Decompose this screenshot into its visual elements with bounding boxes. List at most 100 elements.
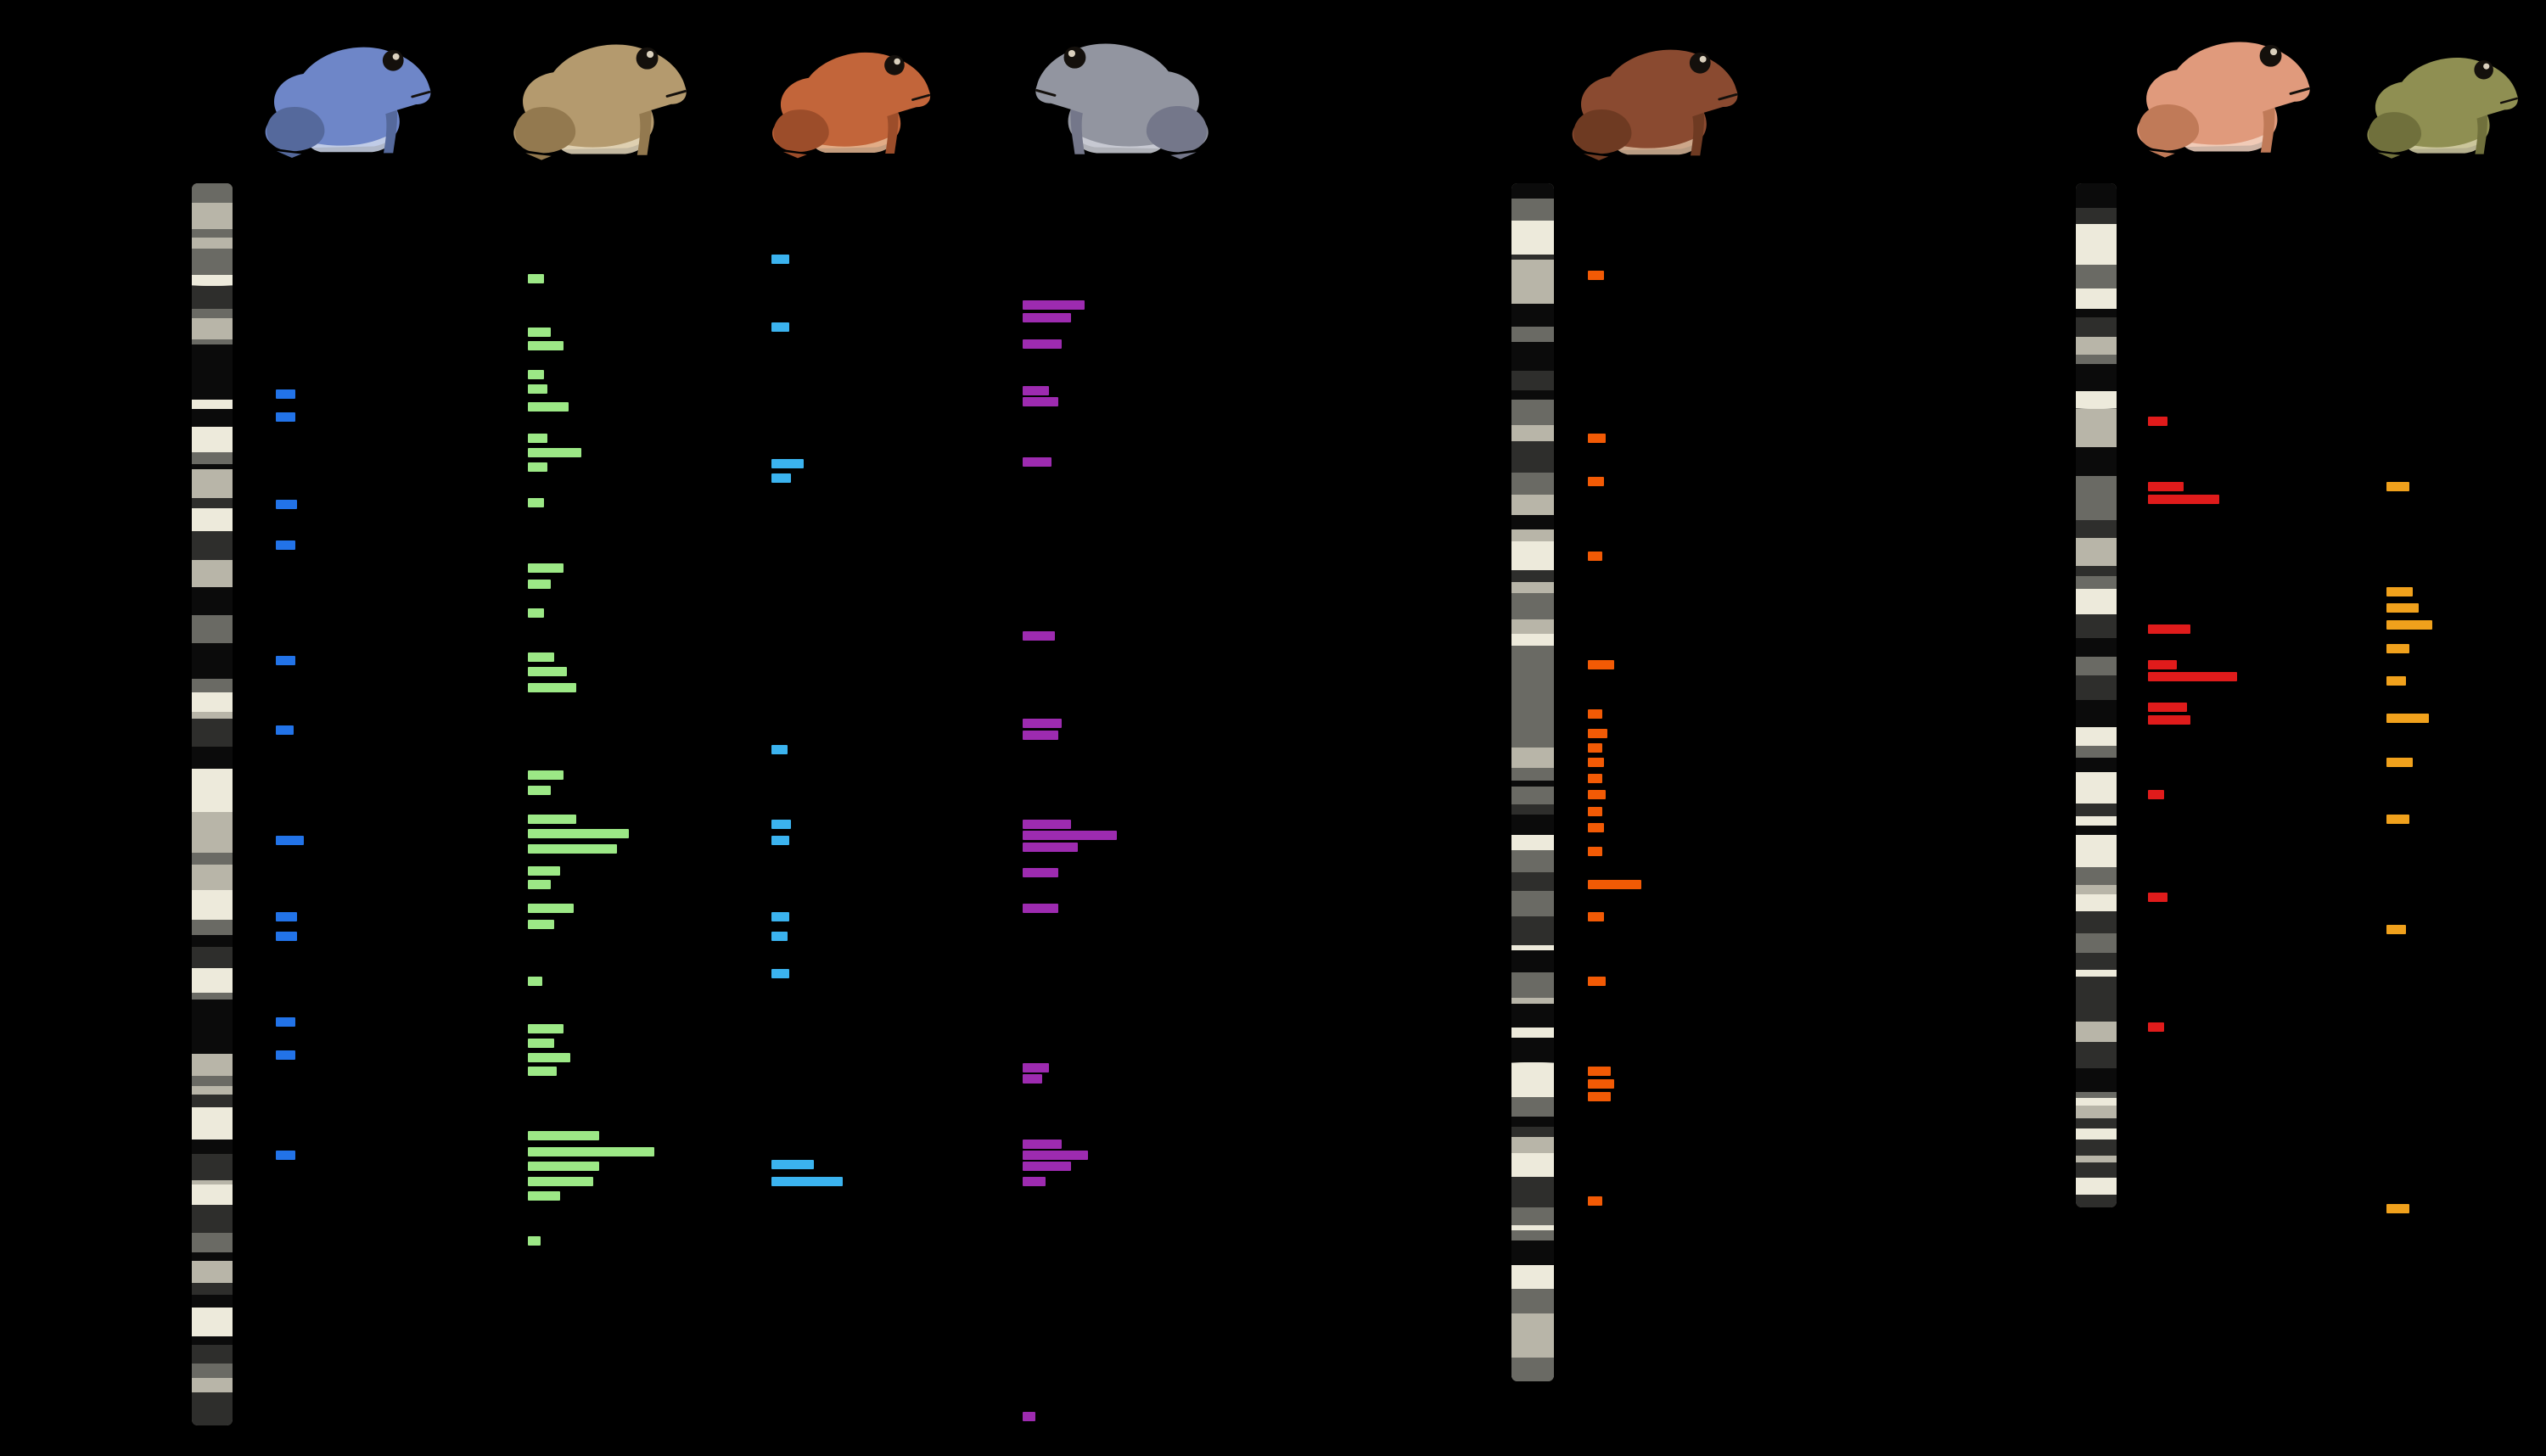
ideogram-band: [1511, 1038, 1554, 1063]
ideogram-band: [2076, 475, 2117, 496]
ideogram-band: [2076, 264, 2117, 289]
ideogram-band: [2076, 757, 2117, 773]
ideogram-band: [192, 435, 233, 452]
feature-bar: [528, 1191, 560, 1201]
feature-bar: [771, 745, 788, 754]
feature-bar: [1023, 1074, 1042, 1084]
feature-bar: [528, 1236, 541, 1246]
feature-bar: [528, 563, 564, 573]
feature-bar: [771, 473, 791, 483]
ideogram-band: [1511, 553, 1554, 570]
feature-bar: [1023, 831, 1117, 840]
frog-silhouette-icon: [265, 47, 430, 158]
ideogram-band: [1511, 633, 1554, 646]
feature-bar: [771, 255, 789, 264]
feature-bar: [276, 500, 297, 509]
ideogram-band: [192, 203, 233, 229]
ideogram-band: [1511, 658, 1554, 672]
ideogram-band: [2076, 1155, 2117, 1162]
ideogram-band: [192, 1392, 233, 1408]
feature-bar: [2148, 703, 2187, 712]
ideogram-band: [2076, 390, 2117, 409]
ideogram-band: [2076, 1195, 2117, 1207]
ideogram-band: [192, 249, 233, 275]
ideogram-band: [1511, 1364, 1554, 1381]
ideogram-band: [2076, 1106, 2117, 1115]
ideogram-band: [1511, 671, 1554, 692]
ideogram-band: [192, 408, 233, 427]
ideogram-band: [192, 1085, 233, 1095]
feature-bar: [276, 540, 295, 550]
ideogram-band: [2076, 815, 2117, 826]
ideogram-band: [1511, 1324, 1554, 1353]
feature-bar: [528, 1162, 599, 1171]
ideogram-band: [2076, 408, 2117, 420]
feature-bar: [528, 274, 544, 283]
ideogram-band: [192, 1024, 233, 1054]
ideogram-band: [2076, 835, 2117, 849]
ideogram-band: [192, 671, 233, 680]
ideogram-band: [2076, 848, 2117, 868]
ideogram-band: [2076, 238, 2117, 265]
feature-bar: [1588, 977, 1606, 986]
ideogram-band: [192, 718, 233, 747]
feature-bar: [528, 608, 544, 618]
ideogram-band: [2076, 1114, 2117, 1119]
ideogram-band: [192, 692, 233, 713]
ideogram-band: [1511, 440, 1554, 453]
ideogram-band: [2076, 1092, 2117, 1098]
ideogram-band: [192, 1232, 233, 1252]
ideogram-band: [192, 1308, 233, 1318]
ideogram-band: [1511, 1229, 1554, 1240]
ideogram-band: [1511, 692, 1554, 718]
ideogram-band: [2076, 317, 2117, 337]
feature-bar: [1023, 457, 1051, 467]
ideogram-band: [2076, 419, 2117, 448]
feature-bar: [2148, 1022, 2164, 1032]
ideogram-band: [1511, 804, 1554, 815]
ideogram-band: [1511, 1153, 1554, 1178]
ideogram-band: [2076, 803, 2117, 816]
ideogram-band: [192, 389, 233, 400]
feature-bar: [1023, 1177, 1046, 1186]
ideogram-band: [192, 1180, 233, 1185]
feature-bar: [528, 786, 551, 795]
ideogram-band: [1511, 748, 1554, 768]
ideogram-band: [1511, 327, 1554, 342]
ideogram-band: [1511, 227, 1554, 255]
ideogram-band: [1511, 1117, 1554, 1128]
ideogram-band: [192, 530, 233, 549]
ideogram-band: [192, 369, 233, 389]
ideogram-band: [1511, 891, 1554, 916]
ideogram-band: [2076, 1128, 2117, 1140]
ideogram-band: [1511, 220, 1554, 228]
ideogram-band: [192, 679, 233, 692]
ideogram-band: [192, 919, 233, 935]
ideogram-band: [1511, 1137, 1554, 1154]
ideogram-band: [2076, 308, 2117, 318]
ideogram-band: [1511, 1079, 1554, 1098]
ideogram-band: [192, 451, 233, 465]
feature-bar: [528, 652, 554, 662]
ideogram-middle: [1511, 183, 1554, 1381]
ideogram-band: [1511, 958, 1554, 973]
ideogram-band: [2076, 953, 2117, 971]
feature-bar: [528, 829, 629, 838]
ideogram-band: [1511, 254, 1554, 260]
ideogram-band: [2076, 1140, 2117, 1156]
ideogram-band: [1511, 815, 1554, 835]
feature-bar: [528, 683, 576, 692]
ideogram-band: [192, 469, 233, 489]
ideogram-band: [1511, 541, 1554, 546]
feature-bar: [1588, 847, 1602, 856]
ideogram-band: [192, 1363, 233, 1378]
feature-bar: [2386, 676, 2406, 686]
feature-bar: [528, 1131, 599, 1140]
ideogram-band: [192, 498, 233, 508]
ideogram-band: [192, 587, 233, 616]
ideogram-band: [192, 1317, 233, 1337]
ideogram-band: [1511, 997, 1554, 1005]
ideogram-band: [192, 1377, 233, 1393]
